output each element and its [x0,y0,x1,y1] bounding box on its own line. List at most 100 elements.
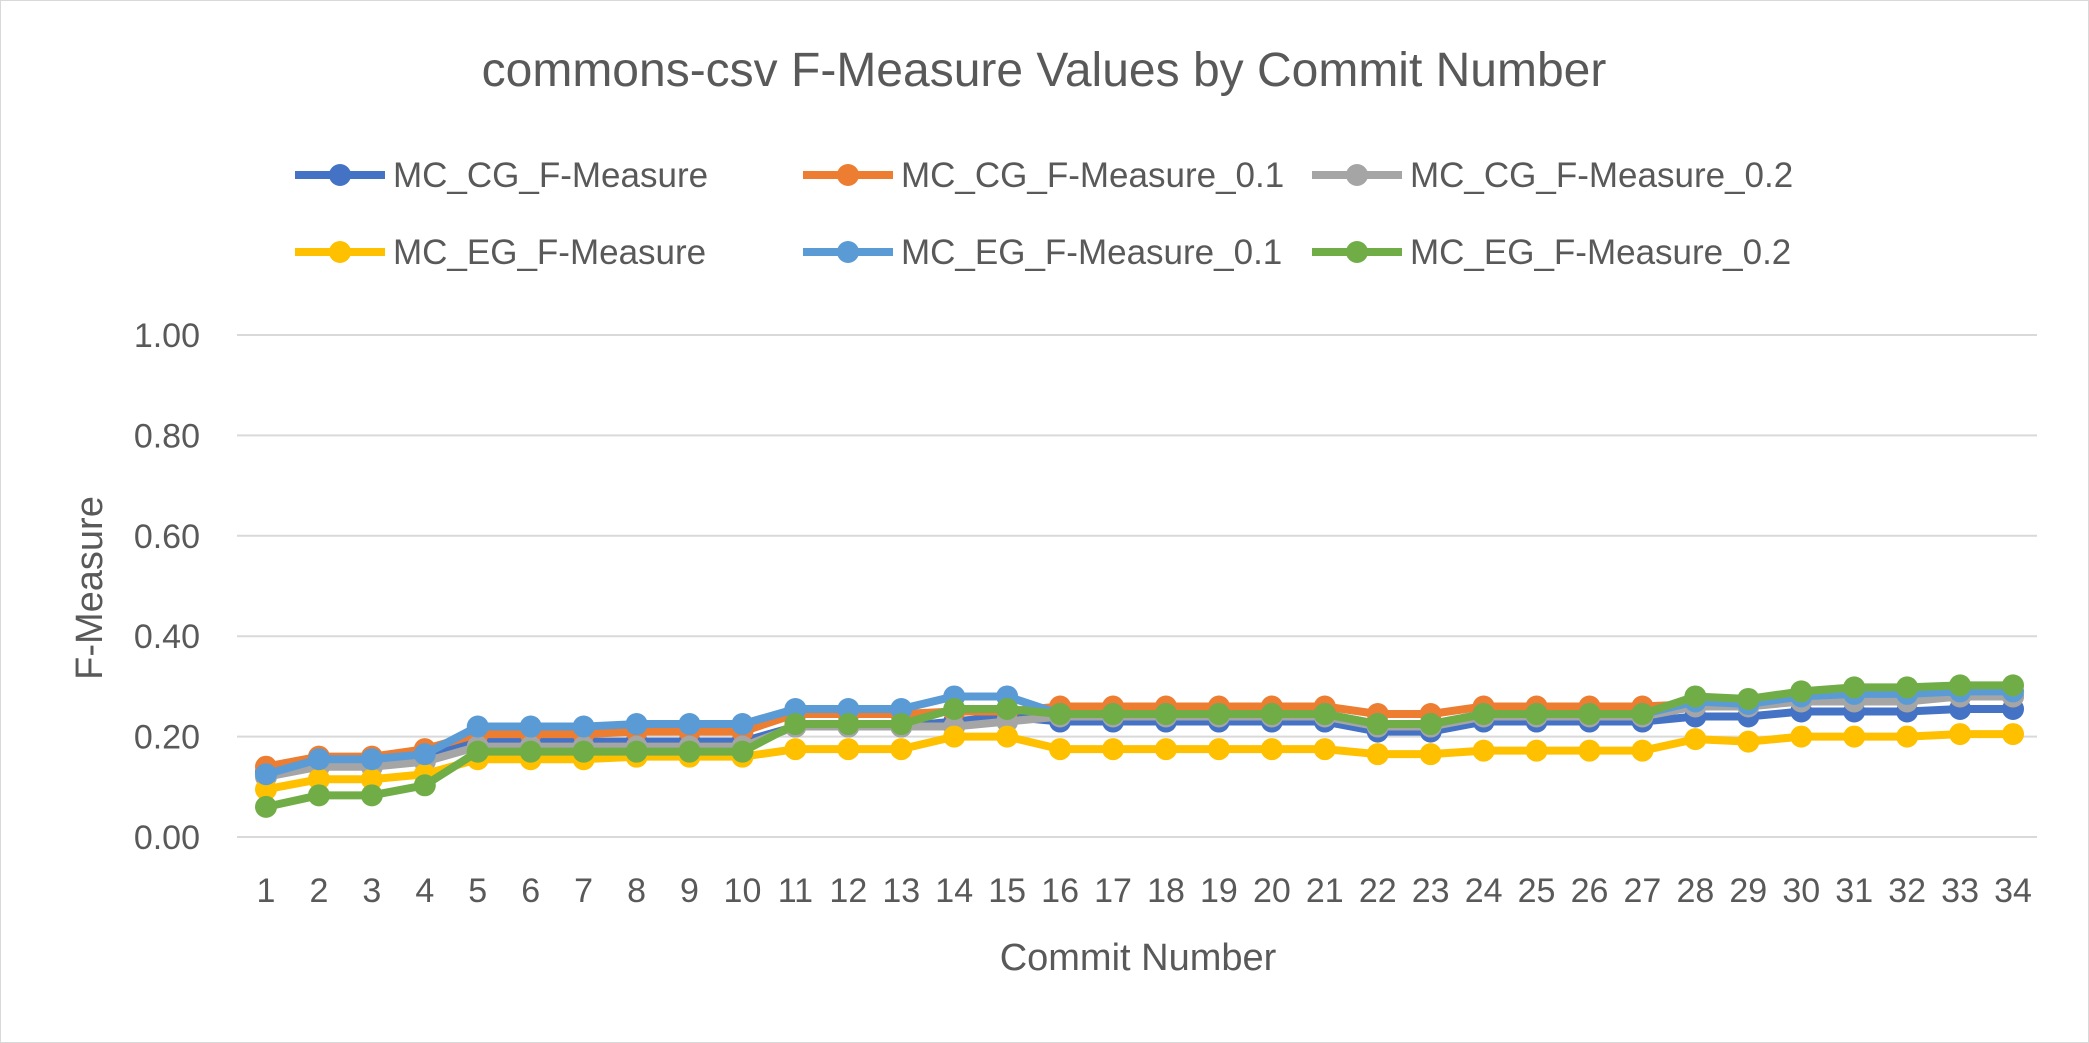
x-tick-label: 21 [1306,872,1344,910]
data-point [519,740,542,763]
data-point [943,725,966,748]
x-tick-label: 6 [521,872,540,910]
x-tick-label: 18 [1147,872,1185,910]
data-point [996,697,1019,720]
legend-label: MC_EG_F-Measure_0.1 [901,233,1282,272]
y-tick-label: 0.80 [134,417,200,455]
series-layer [255,674,2025,818]
data-point [466,715,489,738]
data-point [1207,703,1230,726]
data-point [731,740,754,763]
x-tick-label: 17 [1094,872,1132,910]
data-point [1419,743,1442,766]
legend-marker [1346,164,1368,186]
data-point [255,778,277,801]
x-tick-label: 11 [778,872,813,910]
x-tick-label: 5 [468,872,487,910]
data-point [1790,680,1813,703]
data-point [413,774,436,797]
data-point [1525,739,1548,762]
x-tick-label: 34 [1994,872,2032,910]
x-tick-label: 25 [1518,872,1556,910]
legend-item: MC_EG_F-Measure_0.1 [803,233,1282,272]
x-tick-label: 29 [1729,872,1767,910]
data-point [1260,738,1283,761]
legend-marker [837,241,859,263]
y-tick-label: 0.60 [134,518,200,556]
legend-item: MC_EG_F-Measure [295,233,706,272]
x-tick-label: 8 [627,872,646,910]
data-point [466,740,489,763]
data-point [307,768,330,791]
data-point [1843,725,1866,748]
x-tick-label: 15 [988,872,1026,910]
data-point [1949,674,1972,697]
data-point [678,713,701,736]
y-axis-title: F-Measure [69,496,111,680]
legend-label: MC_EG_F-Measure_0.2 [1410,233,1791,272]
data-point [1049,703,1072,726]
y-tick-label: 0.20 [134,719,200,757]
series-line [265,704,2014,776]
data-point [890,713,913,736]
data-point [1313,703,1336,726]
data-point [1207,738,1230,761]
data-point [1154,703,1177,726]
data-point [784,697,807,720]
x-axis-ticks: 1 2 3 4 5 6 7 8 9 10 11 12 13 14 15 16 17 18 19 20 21 22 23 24 2… [257,872,2032,910]
data-point [625,740,648,763]
x-tick-label: 23 [1412,872,1450,910]
data-point [837,738,860,761]
data-point [1472,703,1495,726]
x-tick-label: 27 [1624,872,1662,910]
legend-marker [329,164,351,186]
x-tick-label: 10 [724,872,762,910]
data-point [1049,738,1072,761]
legend: MC_CG_F-Measure MC_CG_F-Measure_0.1 MC_CG_… [295,156,1793,272]
x-tick-label: 32 [1888,872,1926,910]
x-tick-label: 4 [415,872,434,910]
data-point [1472,739,1495,762]
y-tick-label: 0.00 [134,819,200,857]
data-point [1896,725,1919,748]
data-point [360,748,383,771]
x-tick-label: 12 [829,872,867,910]
data-point [519,715,542,738]
data-point [1684,685,1707,708]
data-point [678,740,701,763]
data-point [784,713,807,736]
legend-label: MC_CG_F-Measure_0.2 [1410,156,1793,195]
legend-marker [329,241,351,263]
data-point [1843,676,1866,699]
x-tick-label: 16 [1041,872,1079,910]
legend-item: MC_CG_F-Measure [295,156,708,195]
y-axis-ticks: 0.00 0.20 0.40 0.60 0.80 1.00 [134,317,200,857]
data-point [1154,738,1177,761]
gridlines [237,334,2037,838]
data-point [731,713,754,736]
data-point [1737,687,1760,710]
legend-item: MC_CG_F-Measure_0.2 [1312,156,1793,195]
series-line [265,730,2014,794]
legend-item: MC_EG_F-Measure_0.2 [1312,233,1791,272]
x-tick-label: 7 [574,872,593,910]
data-point [1631,703,1654,726]
series-MC_EG_F-Measure_0.2 [255,674,2025,818]
x-axis-title: Commit Number [1000,937,1277,979]
data-point [1684,728,1707,751]
data-point [1578,739,1601,762]
data-point [1366,743,1389,766]
x-tick-label: 14 [935,872,973,910]
data-point [360,784,383,807]
legend-item: MC_CG_F-Measure_0.1 [803,156,1284,195]
x-tick-label: 1 [257,872,276,910]
data-point [1631,739,1654,762]
data-point [1102,738,1125,761]
data-point [784,738,807,761]
data-point [2002,674,2025,697]
data-point [943,697,966,720]
data-point [1578,703,1601,726]
legend-marker [837,164,859,186]
data-point [1896,676,1919,699]
